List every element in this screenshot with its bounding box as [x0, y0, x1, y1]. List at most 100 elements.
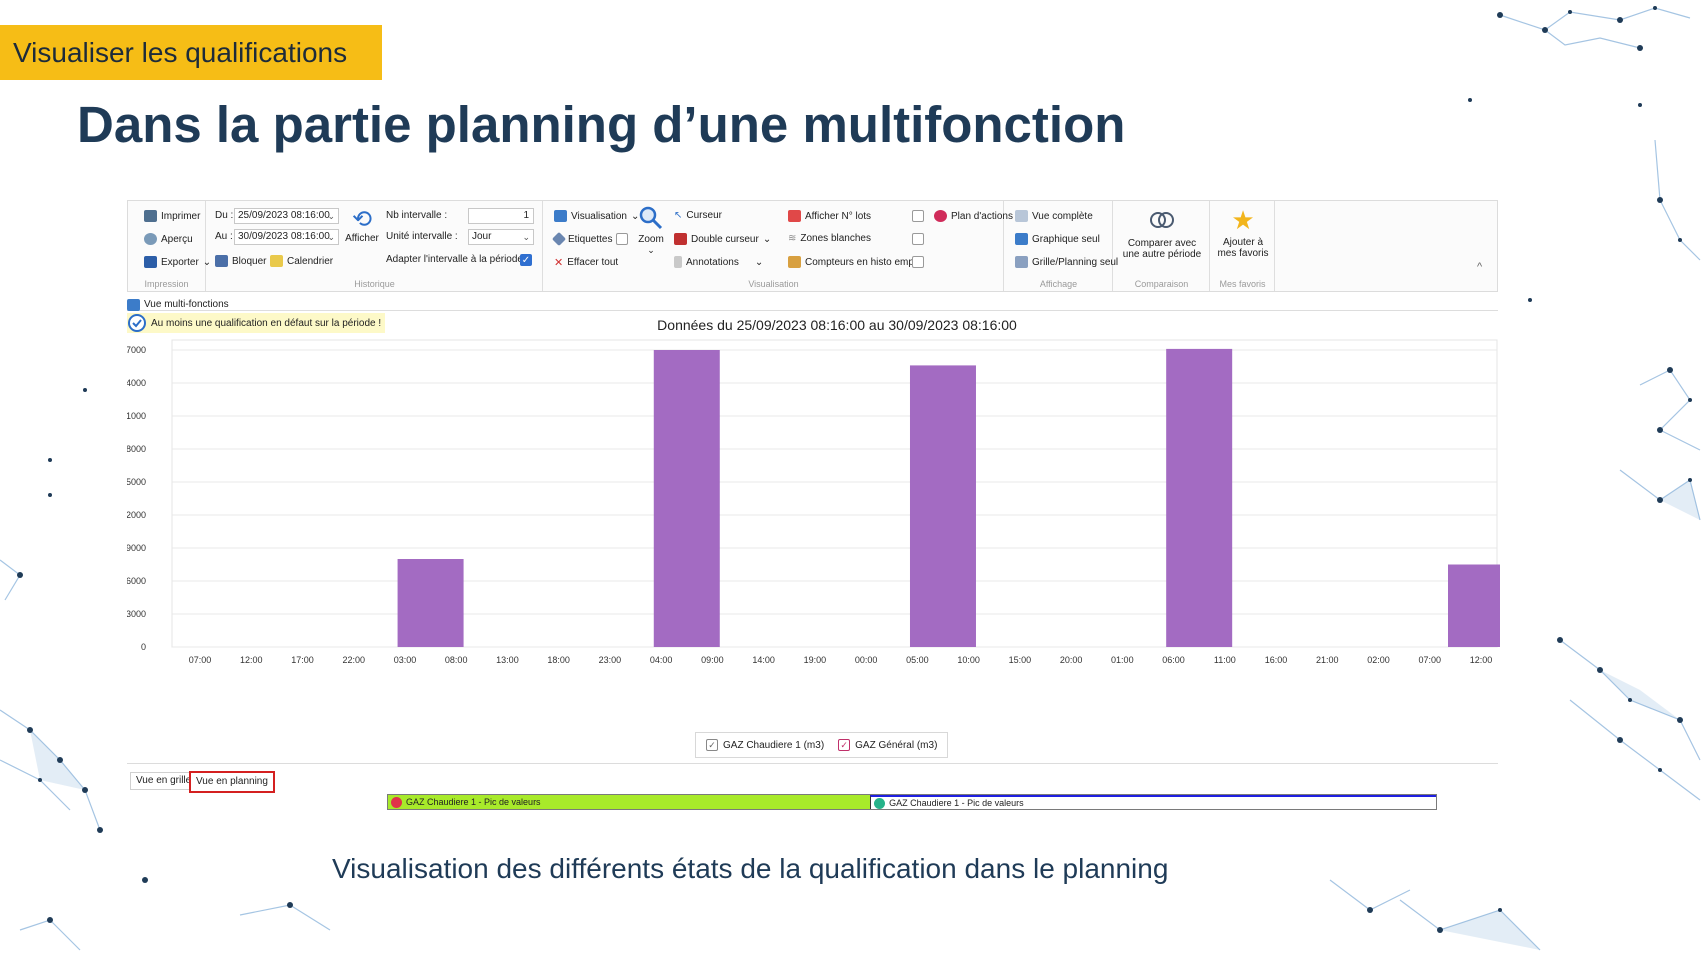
annotations-button[interactable]: Annotations ⌄: [674, 256, 763, 268]
white-zones-icon: ≋: [788, 233, 797, 244]
chart-only-button[interactable]: Graphique seul: [1015, 233, 1100, 245]
show-lots-checkbox[interactable]: [912, 210, 924, 222]
nb-interval-field[interactable]: 1: [468, 208, 534, 224]
date-from-field[interactable]: 25/09/2023 08:16:00 ⌄: [234, 208, 339, 224]
stacked-counters-checkbox[interactable]: [912, 256, 924, 268]
group-impression: Imprimer Aperçu Exporter ⌄ Impression: [128, 201, 211, 291]
export-label: Exporter: [161, 256, 199, 268]
stacked-bars-icon: [788, 256, 801, 268]
view-tabs: Vue en grille Vue en planning: [127, 763, 1498, 793]
full-view-label: Vue complète: [1032, 210, 1093, 222]
group-comparaison: Comparer avec une autre période Comparai…: [1114, 201, 1210, 291]
group-label-favoris: Mes favoris: [1219, 279, 1266, 289]
collapse-ribbon-icon[interactable]: ^: [1477, 261, 1483, 273]
print-button[interactable]: Imprimer: [144, 210, 200, 222]
clear-all-button[interactable]: ✕ Effacer tout: [554, 256, 618, 269]
legend-item-chaudiere[interactable]: ✓ GAZ Chaudiere 1 (m3): [706, 739, 824, 751]
x-tick-label: 10:00: [957, 655, 980, 665]
bar: [1166, 348, 1233, 647]
legend-label: GAZ Général (m3): [855, 739, 938, 751]
ribbon: Imprimer Aperçu Exporter ⌄ Impression Du…: [127, 200, 1498, 292]
full-view-button[interactable]: Vue complète: [1015, 210, 1093, 222]
group-label-comparaison: Comparaison: [1134, 279, 1189, 289]
block-button[interactable]: Bloquer: [215, 255, 266, 267]
y-tick-label: 24000: [127, 378, 146, 388]
calendar-label: Calendrier: [287, 255, 334, 267]
slide-caption: Visualisation des différents états de la…: [332, 853, 1169, 884]
tag-icon: [551, 231, 567, 247]
tab-grid-view[interactable]: Vue en grille: [130, 772, 198, 790]
legend-checkbox[interactable]: ✓: [706, 739, 718, 751]
cursor-button[interactable]: ↖ Curseur: [674, 210, 722, 221]
group-label-historique: Historique: [354, 279, 395, 289]
bar: [397, 559, 464, 647]
x-tick-label: 03:00: [394, 655, 417, 665]
y-tick-label: 12000: [127, 510, 146, 520]
compare-label: Comparer avec une autre période: [1122, 238, 1202, 260]
group-affichage: Vue complète Graphique seul Grille/Plann…: [1005, 201, 1118, 291]
x-tick-label: 13:00: [496, 655, 519, 665]
interval-unit-value: Jour: [472, 231, 492, 242]
labels-label: Etiquettes: [568, 233, 613, 245]
preview-button[interactable]: Aperçu: [144, 233, 193, 245]
bar: [653, 350, 720, 647]
show-lots-toggle[interactable]: Afficher N° lots: [788, 210, 871, 222]
add-favorite-button[interactable]: ★ Ajouter à mes favoris: [1215, 207, 1271, 259]
state-dot-icon: [874, 797, 886, 809]
multi-view-bar: Vue multi-fonctions: [127, 292, 1498, 311]
stacked-counters-toggle[interactable]: Compteurs en histo empilé: [788, 256, 924, 268]
planning-segment[interactable]: GAZ Chaudiere 1 - Pic de valeurs: [388, 795, 871, 809]
x-tick-label: 20:00: [1060, 655, 1083, 665]
visualisation-label: Visualisation: [571, 210, 627, 222]
chevron-down-icon: ⌄: [762, 233, 772, 245]
grid-only-button[interactable]: Grille/Planning seul: [1015, 256, 1118, 268]
printer-icon: [144, 210, 157, 222]
x-tick-label: 00:00: [855, 655, 878, 665]
planning-segment[interactable]: GAZ Chaudiere 1 - Pic de valeurs: [870, 795, 1436, 809]
date-to-field[interactable]: 30/09/2023 08:16:00 ⌄: [234, 229, 339, 245]
app-window: Imprimer Aperçu Exporter ⌄ Impression Du…: [127, 200, 1500, 815]
calendar-button[interactable]: Calendrier: [270, 255, 333, 267]
warning-banner: Au moins une qualification en défaut sur…: [127, 313, 386, 333]
multi-view-tab[interactable]: Vue multi-fonctions: [127, 295, 229, 314]
y-tick-label: 21000: [127, 411, 146, 421]
white-zones-checkbox[interactable]: [912, 233, 924, 245]
section-tag: Visualiser les qualifications: [0, 25, 382, 80]
star-icon: ★: [1231, 205, 1255, 235]
export-icon: [144, 256, 157, 268]
tab-planning-view[interactable]: Vue en planning: [189, 771, 275, 793]
zoom-icon: [639, 206, 663, 230]
adapt-interval-checkbox[interactable]: ✓: [520, 254, 532, 266]
group-label-affichage: Affichage: [1039, 279, 1078, 289]
group-label-visualisation: Visualisation: [748, 279, 799, 289]
planning-segment-label: GAZ Chaudiere 1 - Pic de valeurs: [889, 798, 1024, 808]
labels-toggle[interactable]: Etiquettes: [551, 231, 629, 247]
compare-icon: [1150, 212, 1174, 228]
export-button[interactable]: Exporter ⌄: [144, 256, 211, 268]
show-lots-label: Afficher N° lots: [805, 210, 872, 222]
interval-unit-select[interactable]: Jour ⌄: [468, 229, 534, 245]
du-label: Du :: [215, 210, 234, 221]
state-dot-icon: [391, 796, 402, 808]
y-tick-label: 18000: [127, 444, 146, 454]
annotation-icon: [674, 256, 682, 268]
legend-label: GAZ Chaudiere 1 (m3): [723, 739, 825, 751]
display-button[interactable]: ⟲ Afficher: [345, 207, 379, 245]
y-tick-label: 0: [141, 642, 146, 652]
legend-item-general[interactable]: ✓ GAZ Général (m3): [838, 739, 937, 751]
legend-checkbox[interactable]: ✓: [838, 739, 851, 751]
zoom-button[interactable]: Zoom ⌄: [634, 205, 668, 256]
compare-button[interactable]: Comparer avec une autre période: [1120, 209, 1204, 260]
visualisation-button[interactable]: Visualisation ⌄: [554, 210, 639, 222]
cursor-label: Curseur: [686, 210, 722, 221]
calendar-icon: [270, 255, 283, 267]
double-cursor-button[interactable]: Double curseur ⌄: [674, 233, 771, 245]
x-tick-label: 14:00: [752, 655, 775, 665]
white-zones-toggle[interactable]: ≋ Zones blanches: [788, 233, 871, 244]
y-tick-label: 3000: [127, 609, 146, 619]
x-tick-label: 01:00: [1111, 655, 1134, 665]
slide-title-prefix: Dans la partie planning d’une: [77, 96, 803, 153]
labels-checkbox[interactable]: [616, 233, 629, 245]
chart-legend: ✓ GAZ Chaudiere 1 (m3) ✓ GAZ Général (m3…: [695, 732, 949, 758]
clear-all-label: Effacer tout: [567, 257, 619, 268]
